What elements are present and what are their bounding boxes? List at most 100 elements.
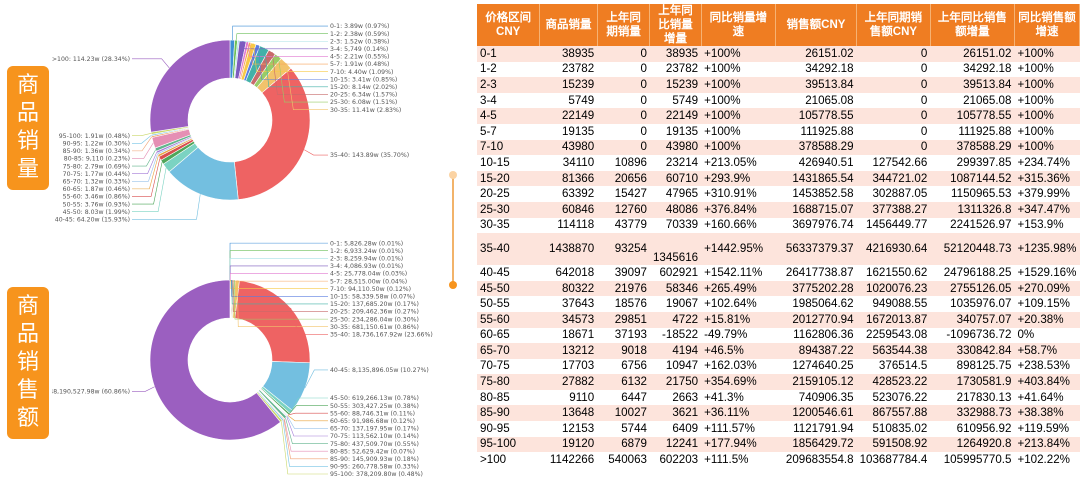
table-cell: +347.47%: [1014, 201, 1080, 218]
table-cell: 29851: [597, 311, 650, 328]
table-row: 40-45 642018 39097 602921 +1542.11% 26417738.…: [477, 265, 1080, 281]
sales-leader-line: [282, 419, 328, 467]
table-row: 3-4 5749 0 5749 +100% 21065.08 0 21065.08 +100%: [477, 92, 1080, 109]
table-cell: +100%: [1014, 139, 1080, 156]
table-cell: +265.49%: [701, 280, 776, 297]
table-cell: 949088.55: [856, 296, 931, 312]
table-cell: 43980: [539, 139, 598, 156]
sales-leader-line: [283, 419, 328, 460]
qty-leader-line: [232, 25, 328, 41]
qty-leader-line: [264, 47, 328, 88]
qty-slice-label: 3-4: 5,749 (0.14%): [330, 46, 388, 53]
qty-donut-svg: 0-1: 3.89w (0.97%)1-2: 2.38w (0.59%)2-3:…: [52, 23, 409, 223]
sales-slice-label: 55-60: 88,746.31w (0.11%): [330, 410, 415, 417]
table-cell: 1431865.54: [775, 170, 857, 187]
table-cell: 1142266: [539, 452, 598, 468]
qty-slice-label: 60-65: 1.87w (0.46%): [63, 186, 130, 193]
table-cell: 25-30: [477, 201, 540, 218]
table-cell: 302887.05: [856, 186, 931, 202]
sales-leader-line: [288, 412, 328, 416]
qty-leader-line: [132, 142, 154, 159]
qty-slice-label: 75-80: 2.79w (0.69%): [63, 163, 130, 170]
table-cell: +111.5%: [701, 452, 776, 468]
table-cell: 13648: [539, 405, 598, 422]
table-cell: +46.5%: [701, 343, 776, 359]
table-cell: 39513.84: [930, 77, 1015, 93]
qty-leader-line: [286, 63, 328, 110]
sales-leader-line: [287, 415, 328, 422]
sales-slice-label: 95-100: 378,209.80w (0.48%): [330, 471, 423, 478]
sales-slice-label: 3-4: 4,086.93w (0.01%): [330, 263, 403, 270]
col-header: 同比销售额增速: [1014, 4, 1080, 46]
table-cell: 378588.29: [930, 139, 1015, 156]
table-cell: 1730581.9: [930, 374, 1015, 390]
qty-leader-line: [132, 133, 152, 136]
qty-slice-label: >100: 114.23w (28.34%): [52, 56, 130, 63]
table-cell: +100%: [701, 77, 776, 93]
qty-slice-label: 1-2: 2.38w (0.59%): [330, 31, 389, 38]
sales-tag-char: 额: [16, 406, 39, 431]
sales-tag-char: 商: [16, 294, 39, 319]
table-cell: 19067: [649, 296, 702, 312]
table-row: 85-90 13648 10027 3621 +36.11% 1200546.61 8675…: [477, 405, 1080, 422]
table-cell: 111925.88: [775, 123, 857, 140]
divider-dot-top: [449, 171, 457, 179]
table-cell: 26417738.87: [775, 265, 857, 281]
sales-leader-line: [232, 280, 328, 312]
table-cell: 75-80: [477, 374, 540, 390]
sales-leader-line: [288, 405, 328, 415]
table-cell: 1456449.77: [856, 217, 931, 234]
table-cell: 426940.51: [775, 155, 857, 171]
sales-slice->100: [149, 279, 281, 441]
table-cell: 105778.55: [930, 108, 1015, 124]
col-header: 价格区间CNY: [477, 4, 541, 46]
qty-slice-label: 5-7: 1.91w (0.48%): [330, 61, 389, 68]
table-row: 30-35 114118 43779 70339 +160.66% 3697976.74 1…: [477, 217, 1080, 234]
sales-slice-label: 7-10: 94,110.50w (0.12%): [330, 286, 411, 293]
qty-slice->100: [149, 39, 231, 133]
table-cell: 22149: [539, 108, 598, 124]
qty-slice-label: 40-45: 64.20w (15.93%): [55, 216, 130, 223]
table-cell: 70339: [649, 217, 702, 234]
sales-slice-label: 50-55: 303,427.25w (0.38%): [330, 403, 419, 410]
table-cell: +234.74%: [1014, 155, 1080, 171]
table-cell: 17703: [539, 358, 598, 375]
table-cell: +15.81%: [701, 311, 776, 328]
table-cell: 48086: [649, 201, 702, 218]
section-divider: [452, 175, 454, 285]
table-cell: 4194: [649, 343, 702, 359]
table-row: 2-3 15239 0 15239 +100% 39513.84 0 39513.84 +100…: [477, 77, 1080, 93]
table-cell: 38935: [649, 46, 702, 62]
qty-leader-line: [132, 155, 159, 190]
qty-tag-char: 销: [16, 129, 39, 154]
table-cell: +102.22%: [1014, 452, 1080, 468]
qty-leader-line: [132, 149, 156, 167]
sales-leader-line: [286, 416, 328, 437]
table-cell: 21065.08: [775, 92, 857, 109]
table-cell: 344721.02: [856, 170, 931, 187]
table-cell: 0: [597, 92, 650, 109]
table-cell: 1985064.62: [775, 296, 857, 312]
sales-slice-label: 5-7: 28,515.00w (0.04%): [330, 278, 407, 285]
table-cell: 2241526.97: [930, 217, 1015, 234]
table-cell: 340757.07: [930, 311, 1015, 328]
table-cell: 540063: [597, 452, 650, 468]
qty-slice-35-40: [234, 67, 311, 200]
qty-leader-line: [249, 42, 328, 65]
table-cell: +100%: [1014, 46, 1080, 62]
table-cell: 6409: [649, 421, 702, 437]
table-cell: +100%: [701, 61, 776, 78]
table-cell: +213.84%: [1014, 436, 1080, 453]
table-cell: 80322: [539, 280, 598, 297]
sales-slice-label: 20-25: 209,462.36w (0.27%): [330, 309, 419, 316]
table-cell: 510835.02: [856, 421, 931, 437]
table-cell: 90-95: [477, 421, 540, 437]
table-cell: 52120448.73: [930, 233, 1015, 266]
table-cell: 0: [597, 108, 650, 124]
qty-slice-label: 45-50: 8.03w (1.99%): [63, 209, 130, 216]
table-cell: 377388.27: [856, 201, 931, 218]
table-cell: 5749: [649, 92, 702, 109]
sales-leader-line: [230, 279, 328, 282]
table-cell: 1438870: [539, 233, 598, 266]
table-cell: 23782: [539, 61, 598, 78]
